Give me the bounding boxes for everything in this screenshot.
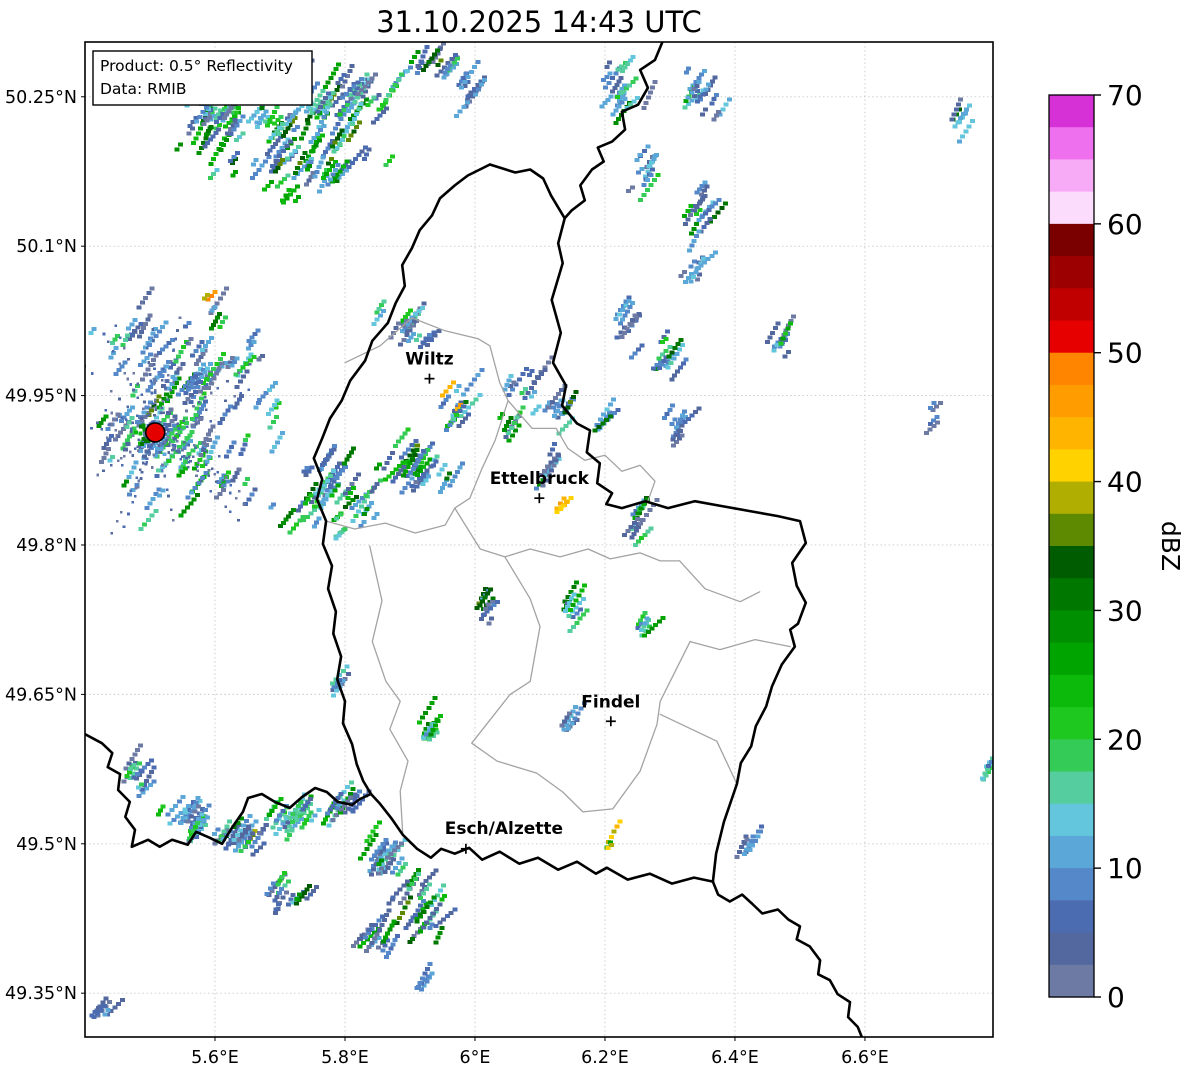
- district-boundary: [471, 556, 691, 813]
- plot-frame: [84, 41, 994, 1038]
- district-boundary: [659, 713, 738, 785]
- district-boundary: [689, 638, 791, 651]
- city-label: Ettelbruck: [490, 469, 590, 489]
- country-borders: [85, 42, 864, 1037]
- district-boundary: [454, 399, 509, 509]
- district-boundary: [344, 317, 656, 502]
- border-france-germany: [711, 880, 864, 1037]
- lat-tick-label: 50.1°N: [16, 237, 77, 257]
- city-marker: [534, 493, 545, 504]
- district-boundary: [369, 545, 409, 836]
- product-info-box: Product: 0.5° Reflectivity Data: RMIB: [92, 50, 313, 106]
- city-label: Esch/Alzette: [445, 819, 563, 839]
- district-borders: [325, 317, 791, 836]
- lon-tick-label: 5.8°E: [321, 1048, 369, 1068]
- border-luxembourg: [312, 163, 808, 885]
- colorbar-tick-label: 40: [1107, 466, 1143, 499]
- gridlines: [85, 42, 993, 1037]
- lon-tick-label: 6.6°E: [841, 1048, 889, 1068]
- city-label: Wiltz: [405, 350, 454, 370]
- colorbar-tick-label: 30: [1107, 594, 1143, 627]
- radar-location-dot: [144, 422, 166, 443]
- colorbar-axis-label: dBZ: [1156, 521, 1184, 571]
- city-marker: [605, 716, 616, 727]
- colorbar-tick-label: 20: [1107, 723, 1143, 756]
- border-belgium-france: [85, 732, 373, 849]
- border-belgium-germany: [563, 42, 664, 220]
- product-info-line1: Product: 0.5° Reflectivity: [100, 57, 293, 75]
- colorbar-tick-label: 60: [1107, 208, 1143, 241]
- city-marker: [424, 373, 435, 384]
- lat-tick-label: 49.65°N: [5, 685, 77, 705]
- city-markers: Wiltz Ettelbruck Findel Esch/Alzette: [405, 350, 640, 854]
- lon-tick-label: 6°E: [460, 1048, 491, 1068]
- colorbar-frame: [1048, 94, 1095, 998]
- precip-echoes: [88, 42, 993, 1020]
- lon-tick-label: 6.4°E: [711, 1048, 759, 1068]
- lat-tick-label: 49.95°N: [5, 387, 77, 407]
- radar-site-marker: [144, 422, 166, 443]
- city-marker: [460, 843, 471, 854]
- lat-tick-label: 49.35°N: [5, 984, 77, 1004]
- city-label: Findel: [581, 692, 640, 712]
- plot-title: 31.10.2025 14:43 UTC: [376, 5, 702, 39]
- product-info-line2: Data: RMIB: [100, 80, 187, 98]
- lon-tick-label: 5.6°E: [191, 1048, 239, 1068]
- product-info-frame: [92, 50, 313, 106]
- lat-tick-label: 49.8°N: [16, 536, 77, 556]
- lon-tick-label: 6.2°E: [581, 1048, 629, 1068]
- colorbar-tick-label: 10: [1107, 852, 1143, 885]
- colorbar: 0 10 20 30 40 50 60 70: [1048, 79, 1143, 1014]
- colorbar-tick-label: 0: [1107, 981, 1125, 1014]
- colorbar-tick-label: 70: [1107, 79, 1143, 112]
- lat-tick-label: 50.25°N: [5, 88, 77, 108]
- colorbar-tick-label: 50: [1107, 337, 1143, 370]
- axis-tick-labels: 5.6°E 5.8°E 6°E 6.2°E 6.4°E 6.6°E 50.25°N 50.1°…: [5, 88, 889, 1068]
- district-boundary: [679, 560, 761, 603]
- lat-tick-label: 49.5°N: [16, 835, 77, 855]
